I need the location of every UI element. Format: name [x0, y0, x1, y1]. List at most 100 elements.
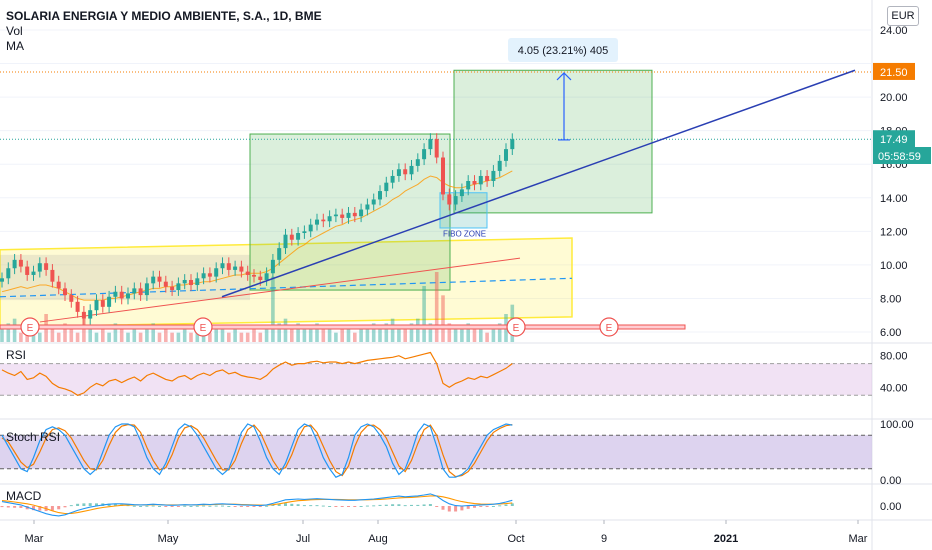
macd-histogram-bar [416, 504, 420, 506]
trend-line [221, 69, 856, 298]
earnings-marker [506, 317, 526, 337]
rsi-band [0, 363, 872, 396]
macd-histogram-bar [391, 504, 395, 506]
candle-body [264, 273, 269, 280]
ma-indicator-label[interactable]: MA [6, 39, 24, 53]
volume-bar [182, 328, 187, 342]
currency-button[interactable]: EUR [887, 6, 919, 26]
macd-histogram-bar [321, 505, 325, 507]
macd-histogram-bar [302, 505, 306, 507]
candle-body [441, 157, 445, 195]
candle-body [365, 204, 370, 210]
green-box-right [453, 69, 653, 214]
candle-body [428, 139, 433, 150]
volume-bar [113, 323, 118, 342]
volume-bar [189, 332, 193, 342]
volume-indicator-label[interactable]: Vol [6, 24, 23, 38]
macd-histogram-bar [485, 506, 489, 507]
macd-histogram-bar [233, 506, 237, 507]
candle-body [113, 291, 118, 297]
candle-body [37, 263, 42, 272]
rsi-line [1, 351, 513, 396]
candle-body [252, 274, 256, 277]
macd-histogram-bar [340, 506, 344, 507]
candle-body [151, 276, 156, 284]
volume-bar [258, 332, 263, 342]
candle-body [107, 296, 112, 307]
macd-histogram-bar [384, 504, 388, 506]
volume-bar [441, 295, 445, 342]
volume-bar [214, 328, 218, 342]
time-axis-tick: May [158, 533, 179, 545]
macd-histogram-bar [145, 505, 149, 507]
macd-histogram-bar [498, 505, 502, 507]
volume-bar [434, 272, 439, 342]
volume-bar [88, 328, 92, 342]
volume-bar [19, 332, 23, 342]
volume-bar [479, 328, 483, 342]
volume-bar [453, 328, 458, 342]
macd-histogram-bar [378, 504, 382, 506]
macd-histogram-bar [151, 505, 155, 507]
candle-body [239, 266, 244, 272]
candle-body [119, 291, 124, 299]
yellow-channel-box [0, 237, 573, 328]
candle-body [163, 281, 168, 287]
macd-histogram-bar [491, 506, 495, 507]
macd-histogram-bar [82, 503, 86, 506]
volume-bar [491, 328, 496, 342]
stoch-band [0, 435, 872, 469]
macd-histogram-bar [221, 505, 224, 507]
macd-histogram-bar [113, 503, 117, 506]
macd-histogram-bar [277, 503, 281, 506]
current-price-tag-bg [873, 130, 915, 148]
time-axis-tick: Jul [296, 533, 310, 545]
candle-body [390, 175, 395, 183]
countdown-tag: 05:58:59 [878, 151, 921, 163]
volume-bar [296, 323, 300, 342]
volume-bar [208, 332, 212, 342]
volume-bar [378, 328, 382, 342]
volume-bar [302, 328, 307, 342]
macd-histogram-bar [347, 506, 350, 507]
macd-histogram-bar [454, 506, 458, 512]
candle-body [75, 301, 80, 312]
volume-bar [157, 332, 162, 342]
price-axis-tick: 24.00 [880, 25, 908, 37]
macd-histogram-bar [227, 506, 231, 507]
volume-bar [497, 323, 502, 342]
price-axis-tick: 6.00 [880, 327, 901, 339]
volume-bar [416, 318, 420, 342]
volume-bar [428, 323, 433, 342]
price-axis-tick: 14.00 [880, 193, 908, 205]
macd-histogram-bar [76, 503, 80, 506]
earnings-marker-label: E [200, 323, 207, 334]
volume-bar [245, 332, 250, 342]
candle-body [63, 288, 67, 296]
candle-body [195, 278, 200, 286]
macd-histogram-bar [252, 506, 256, 507]
candle-body [94, 300, 99, 311]
macd-histogram-bar [460, 506, 464, 511]
candle-body [277, 248, 282, 260]
volume-bar [69, 328, 74, 342]
macd-histogram-bar [38, 506, 42, 511]
volume-bar [485, 332, 489, 342]
volume-bar [170, 332, 174, 342]
candle-body [88, 310, 93, 319]
time-axis-tick: Oct [507, 533, 524, 545]
time-axis-tick: 9 [601, 533, 607, 545]
macd-histogram-bar [447, 506, 451, 512]
candle-body [371, 199, 376, 205]
volume-bar [75, 332, 80, 342]
time-axis-tick: Mar [849, 533, 868, 545]
macd-histogram-bar [290, 503, 294, 506]
candle-body [50, 269, 55, 282]
candle-body [289, 234, 294, 240]
candle-body [144, 283, 149, 296]
volume-bar [252, 328, 256, 342]
macd-histogram-bar [95, 503, 98, 506]
macd-histogram-bar [309, 505, 313, 507]
macd-histogram-bar [88, 503, 92, 506]
